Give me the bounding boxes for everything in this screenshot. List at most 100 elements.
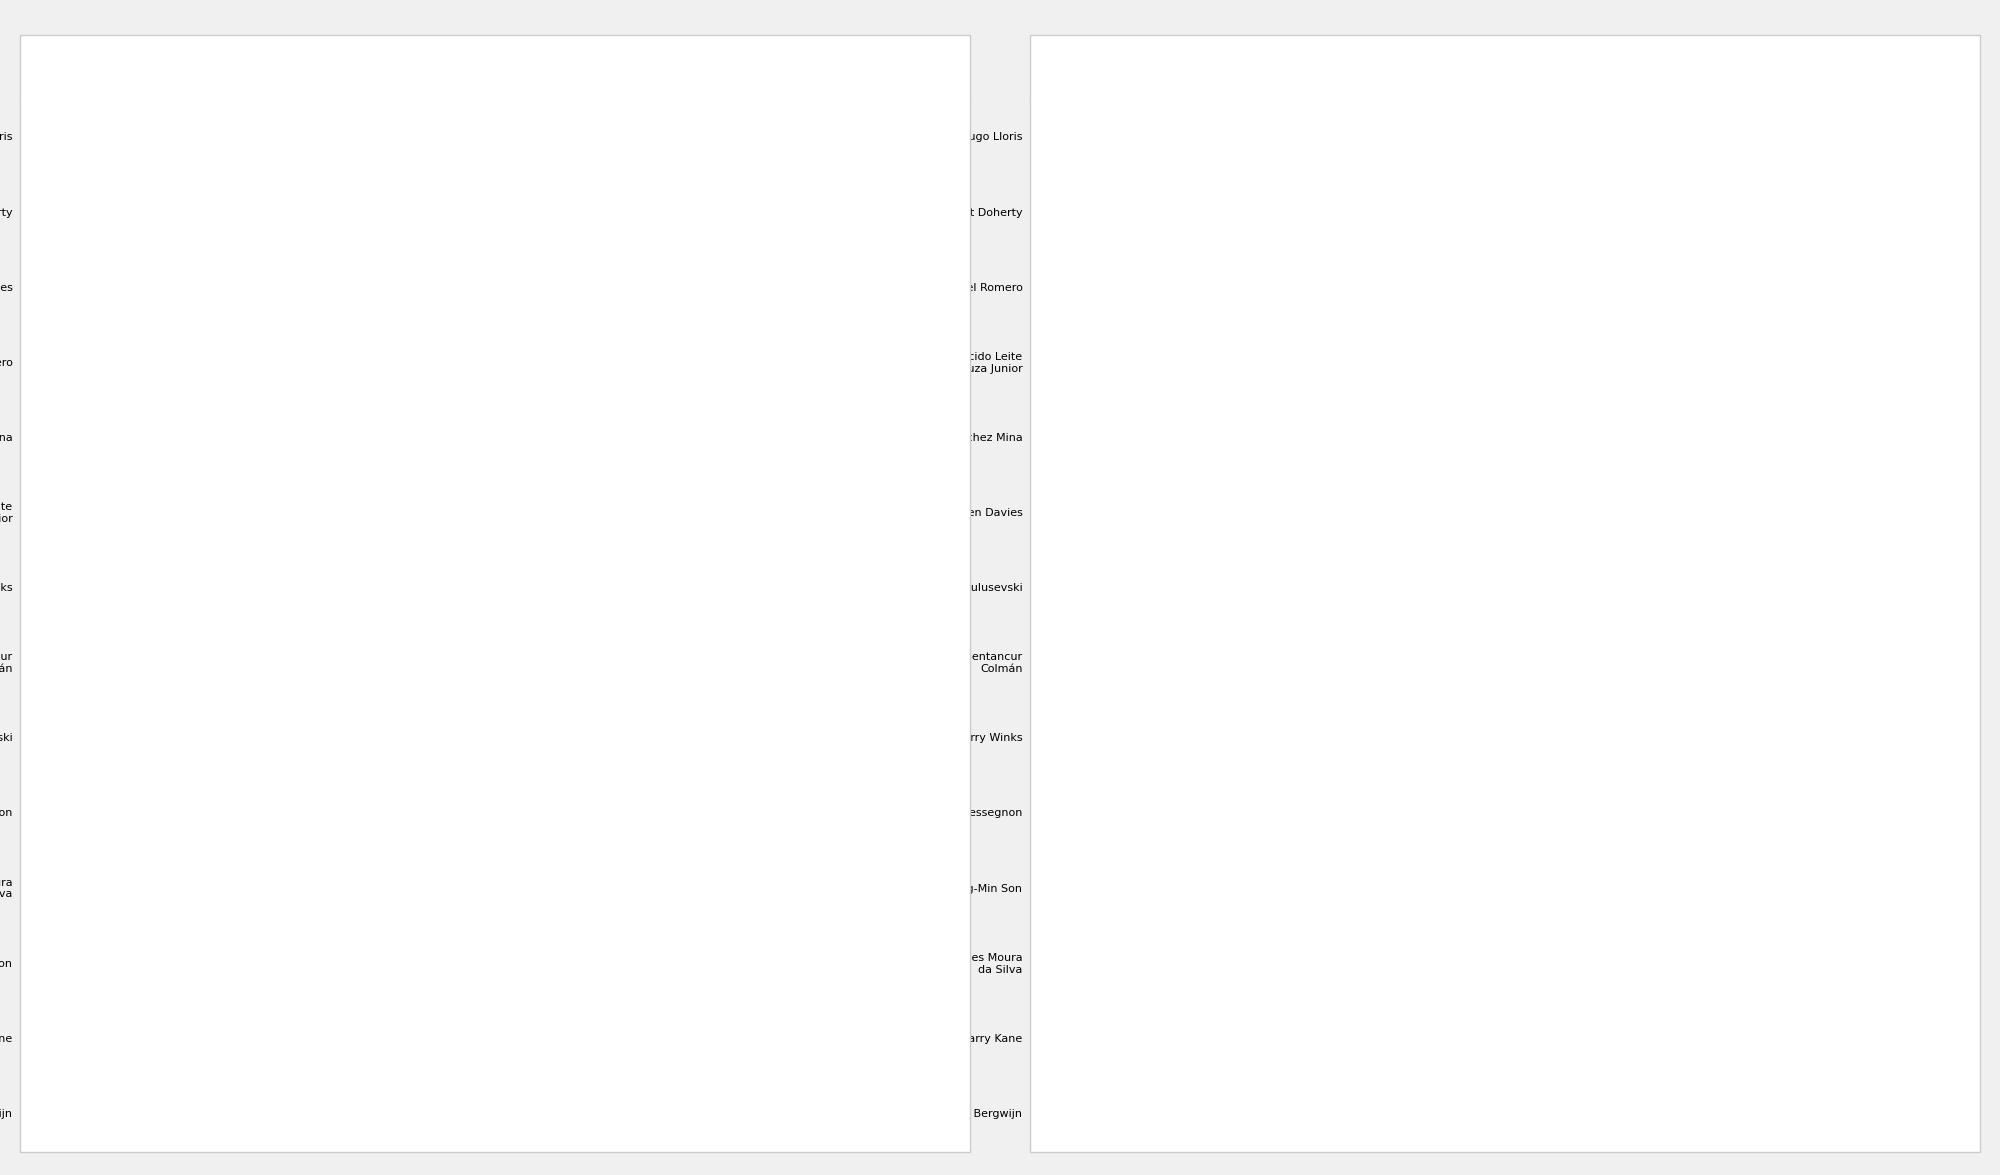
Text: Harry Winks: Harry Winks	[0, 583, 12, 593]
Text: 0.17: 0.17	[444, 959, 470, 968]
Bar	[1416, 193, 1442, 233]
Text: Cristian Gabriel Romero: Cristian Gabriel Romero	[0, 357, 12, 368]
Text: -0.028: -0.028	[192, 1034, 232, 1043]
Bar	[258, 343, 270, 382]
Text: Ben Davies: Ben Davies	[960, 508, 1022, 518]
Text: 0.083: 0.083	[1778, 959, 1814, 968]
Bar	[236, 1094, 270, 1134]
Text: 0.040: 0.040	[318, 133, 354, 142]
Text: 0: 0	[1420, 432, 1426, 443]
Text: Cristian Gabriel Romero: Cristian Gabriel Romero	[890, 283, 1022, 293]
Bar	[1408, 719, 1416, 758]
Text: -0.108: -0.108	[114, 658, 154, 669]
Bar	[270, 494, 356, 532]
Bar	[266, 494, 270, 532]
Text: 0.18: 0.18	[452, 357, 480, 368]
Text: 0.14: 0.14	[414, 733, 442, 744]
Bar	[1140, 569, 1416, 607]
Text: -0.008: -0.008	[1330, 208, 1370, 217]
Text: -0.013: -0.013	[206, 432, 246, 443]
Text: Lucas Rodrigues Moura
da Silva: Lucas Rodrigues Moura da Silva	[0, 878, 12, 899]
Text: Harry Kane: Harry Kane	[0, 1034, 12, 1043]
Text: -0.056: -0.056	[164, 208, 204, 217]
Bar	[270, 644, 546, 683]
Bar	[256, 418, 270, 457]
Text: 0: 0	[272, 1109, 280, 1119]
Bar	[1416, 945, 1768, 983]
Text: 0.030: 0.030	[310, 808, 344, 819]
Text: Emerson Aparecido Leite
de Souza Junior: Emerson Aparecido Leite de Souza Junior	[884, 352, 1022, 374]
Bar	[1416, 794, 1424, 833]
Bar	[1416, 644, 1474, 683]
Text: 0: 0	[1404, 1109, 1412, 1119]
Text: Steven Bergwijn: Steven Bergwijn	[932, 1109, 1022, 1119]
Text: -0.004: -0.004	[1348, 508, 1388, 518]
Text: 0: 0	[1420, 1109, 1426, 1119]
Text: xT from Passes: xT from Passes	[48, 59, 184, 76]
Text: 0.090: 0.090	[366, 508, 402, 518]
Text: Rodrigo Bentancur
Colmán: Rodrigo Bentancur Colmán	[0, 652, 12, 674]
Bar	[1374, 1019, 1416, 1059]
Text: Lucas Rodrigues Moura
da Silva: Lucas Rodrigues Moura da Silva	[892, 953, 1022, 974]
Text: Harry Kane: Harry Kane	[960, 1034, 1022, 1043]
Text: 0.18: 0.18	[452, 884, 480, 894]
Text: 0.12: 0.12	[396, 1034, 422, 1043]
Bar	[198, 268, 270, 307]
Bar	[1416, 1019, 1564, 1059]
Text: 0.014: 0.014	[1486, 658, 1522, 669]
Bar	[1398, 494, 1416, 532]
Text: 0: 0	[1404, 357, 1412, 368]
Bar	[130, 945, 270, 983]
Text: 0: 0	[1420, 508, 1426, 518]
Text: -0.001: -0.001	[218, 133, 256, 142]
Text: 0: 0	[1420, 357, 1426, 368]
Text: -0.025: -0.025	[194, 808, 234, 819]
Text: 0: 0	[1404, 133, 1412, 142]
Text: 0.002: 0.002	[1436, 808, 1470, 819]
Text: -0.002: -0.002	[1356, 733, 1396, 744]
Text: 0: 0	[1404, 884, 1412, 894]
Bar	[242, 1019, 270, 1059]
Bar	[246, 794, 270, 833]
Text: 0: 0	[1404, 808, 1412, 819]
Text: Davinson Sánchez Mina: Davinson Sánchez Mina	[890, 432, 1022, 443]
Text: 0.035: 0.035	[1576, 1034, 1610, 1043]
Text: Kouassi Ryan Sessegnon: Kouassi Ryan Sessegnon	[0, 808, 12, 819]
Text: Davinson Sánchez Mina: Davinson Sánchez Mina	[0, 432, 12, 443]
Bar	[1382, 193, 1416, 233]
Bar	[216, 193, 270, 233]
Bar	[270, 118, 308, 157]
Text: Dejan Kulusevski: Dejan Kulusevski	[928, 583, 1022, 593]
Bar	[270, 418, 366, 457]
Text: -0.010: -0.010	[1322, 1034, 1362, 1043]
Bar	[1416, 719, 1436, 758]
Bar	[228, 569, 270, 607]
Text: 0: 0	[1404, 959, 1412, 968]
Text: 0.11: 0.11	[1898, 884, 1924, 894]
Text: Harry Winks: Harry Winks	[954, 733, 1022, 744]
Text: -0.043: -0.043	[178, 583, 216, 593]
Text: 0.10: 0.10	[376, 432, 404, 443]
Text: Matt Doherty: Matt Doherty	[948, 208, 1022, 217]
Bar	[270, 719, 404, 758]
Bar	[270, 870, 442, 908]
Text: 0.006: 0.006	[1452, 208, 1488, 217]
Text: Steven Bergwijn: Steven Bergwijn	[0, 1109, 12, 1119]
Text: -0.065: -0.065	[1090, 583, 1128, 593]
Text: 0.31: 0.31	[578, 208, 604, 217]
Text: 0.61: 0.61	[864, 583, 892, 593]
Text: Hugo Lloris: Hugo Lloris	[0, 133, 12, 142]
Bar	[92, 870, 270, 908]
Text: Kouassi Ryan Sessegnon: Kouassi Ryan Sessegnon	[886, 808, 1022, 819]
Bar	[270, 569, 854, 607]
Text: Ben Davies: Ben Davies	[0, 283, 12, 293]
Bar	[1416, 268, 1424, 307]
Bar	[270, 945, 432, 983]
Text: Heung-Min Son: Heung-Min Son	[938, 884, 1022, 894]
Text: Dejan Kulusevski: Dejan Kulusevski	[0, 733, 12, 744]
Text: 0.26: 0.26	[530, 283, 558, 293]
Text: Matt Doherty: Matt Doherty	[0, 208, 12, 217]
Bar	[270, 1019, 384, 1059]
Bar	[270, 343, 442, 382]
Bar	[1416, 569, 1652, 607]
